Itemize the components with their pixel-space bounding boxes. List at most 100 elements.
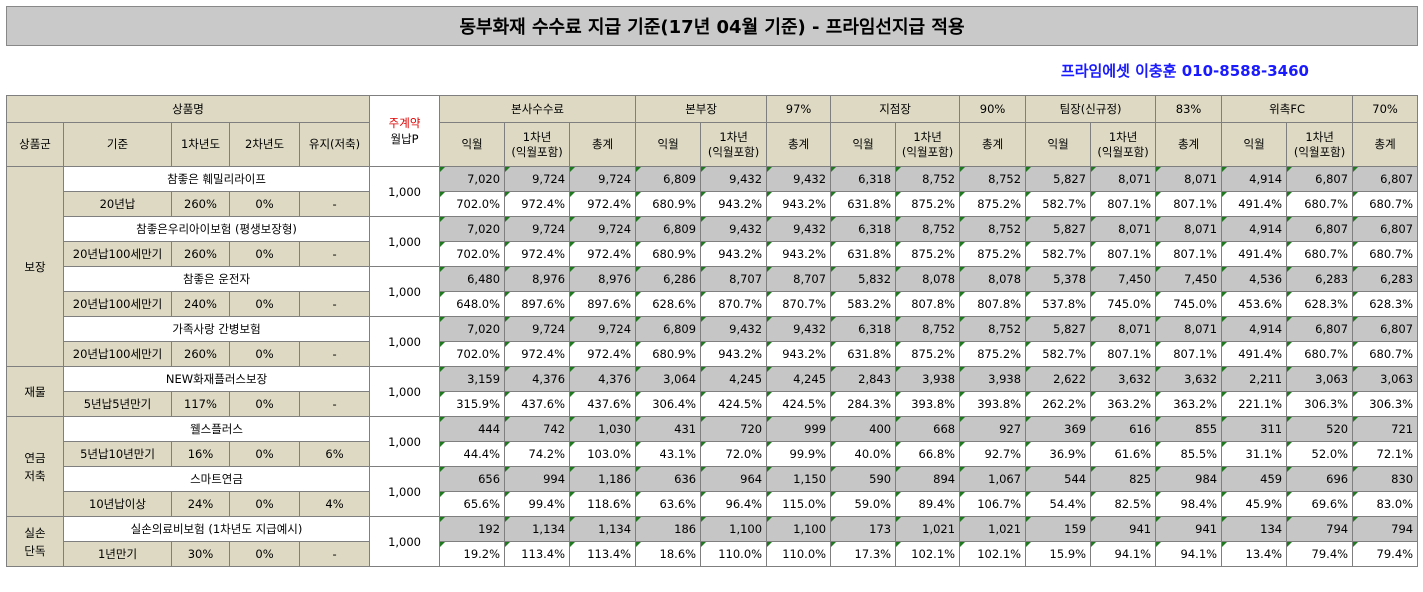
rate-cell: 393.8%	[895, 391, 961, 417]
product-name: 참좋은우리아이보험 (평생보장형)	[62, 216, 371, 242]
amount-cell: 6,283	[1352, 266, 1419, 292]
amount-cell: 964	[700, 466, 768, 492]
product-name: 실손의료비보험 (1차년도 지급예시)	[62, 516, 371, 542]
contact-info: 프라임에셋 이충훈 010-8588-3460	[1060, 62, 1309, 80]
rate-cell: 43.1%	[635, 441, 702, 467]
rate-cell: 82.5%	[1090, 491, 1157, 517]
rate-cell: 315.9%	[439, 391, 506, 417]
rate-cell: 59.0%	[830, 491, 897, 517]
rate-cell: 870.7%	[700, 291, 768, 317]
rate-cell: 972.4%	[569, 341, 637, 367]
amount-cell: 192	[439, 516, 506, 542]
rate-cell: 61.6%	[1090, 441, 1157, 467]
amount-cell: 941	[1155, 516, 1223, 542]
keep-rate: -	[298, 191, 371, 217]
amount-cell: 1,134	[504, 516, 571, 542]
amount-cell: 9,724	[569, 166, 637, 192]
amount-cell: 668	[895, 416, 961, 442]
amount-cell: 6,807	[1352, 216, 1419, 242]
rate-cell: 897.6%	[569, 291, 637, 317]
keep-rate: 6%	[298, 441, 371, 467]
keep-rate: -	[298, 391, 371, 417]
rate-cell: 99.4%	[504, 491, 571, 517]
table-row: 보장 참좋은 훼밀리라이프 1,000 7,020 9,724 9,724 6,809 9,4…	[6, 166, 1419, 367]
rate-cell: 582.7%	[1025, 191, 1092, 217]
monthly-premium: 1,000	[369, 466, 441, 517]
header-total: 총계	[1155, 122, 1223, 167]
main-contract-label: 주계약	[388, 116, 421, 130]
rate-cell: 631.8%	[830, 191, 897, 217]
amount-cell: 431	[635, 416, 702, 442]
keep-rate: -	[298, 291, 371, 317]
amount-cell: 9,432	[766, 166, 832, 192]
rate-cell: 110.0%	[766, 541, 832, 567]
amount-cell: 8,071	[1090, 216, 1157, 242]
rate-cell: 702.0%	[439, 241, 506, 267]
header-next-month: 익월	[635, 122, 702, 167]
rate-cell: 437.6%	[504, 391, 571, 417]
amount-cell: 6,809	[635, 216, 702, 242]
amount-cell: 721	[1352, 416, 1419, 442]
rate-cell: 453.6%	[1221, 291, 1288, 317]
rate-cell: 262.2%	[1025, 391, 1092, 417]
rate-cell: 583.2%	[830, 291, 897, 317]
amount-cell: 8,707	[700, 266, 768, 292]
rate-cell: 306.4%	[635, 391, 702, 417]
amount-cell: 8,078	[895, 266, 961, 292]
amount-cell: 5,827	[1025, 316, 1092, 342]
header-total: 총계	[766, 122, 832, 167]
rate-cell: 85.5%	[1155, 441, 1223, 467]
amount-cell: 544	[1025, 466, 1092, 492]
amount-cell: 7,020	[439, 216, 506, 242]
rate-cell: 807.1%	[1155, 191, 1223, 217]
header-sub: 2차년도	[229, 122, 300, 167]
amount-cell: 6,318	[830, 316, 897, 342]
basis-cell: 20년납100세만기	[63, 241, 172, 267]
rate-cell: 18.6%	[635, 541, 702, 567]
year1-rate: 260%	[171, 241, 230, 267]
amount-cell: 1,100	[766, 516, 832, 542]
amount-cell: 636	[635, 466, 702, 492]
basis-cell: 5년납10년만기	[63, 441, 172, 467]
amount-cell: 3,063	[1352, 366, 1419, 392]
rate-cell: 17.3%	[830, 541, 897, 567]
rate-cell: 875.2%	[895, 341, 961, 367]
amount-cell: 6,318	[830, 216, 897, 242]
rate-cell: 69.6%	[1286, 491, 1354, 517]
amount-cell: 9,432	[766, 216, 832, 242]
year1-rate: 24%	[171, 491, 230, 517]
rate-cell: 36.9%	[1025, 441, 1092, 467]
amount-cell: 8,752	[959, 316, 1027, 342]
monthly-premium: 1,000	[369, 216, 441, 267]
amount-cell: 3,938	[959, 366, 1027, 392]
amount-cell: 9,724	[504, 216, 571, 242]
amount-cell: 3,063	[1286, 366, 1354, 392]
basis-cell: 1년만기	[63, 541, 172, 567]
amount-cell: 8,752	[895, 316, 961, 342]
amount-cell: 1,134	[569, 516, 637, 542]
rate-cell: 74.2%	[504, 441, 571, 467]
amount-cell: 590	[830, 466, 897, 492]
rate-cell: 102.1%	[895, 541, 961, 567]
amount-cell: 369	[1025, 416, 1092, 442]
commission-table: 상품명 주계약 월납P 본사수수료 본부장 97% 지점장 90% 팀장(신규정) 83% 위촉FC…	[5, 95, 1419, 567]
rate-cell: 363.2%	[1090, 391, 1157, 417]
rate-cell: 113.4%	[504, 541, 571, 567]
rate-cell: 807.8%	[959, 291, 1027, 317]
rate-cell: 875.2%	[959, 241, 1027, 267]
year2-rate: 0%	[229, 491, 300, 517]
amount-cell: 6,286	[635, 266, 702, 292]
rate-cell: 972.4%	[504, 241, 571, 267]
rate-cell: 631.8%	[830, 241, 897, 267]
rate-cell: 424.5%	[700, 391, 768, 417]
amount-cell: 825	[1090, 466, 1157, 492]
rate-cell: 65.6%	[439, 491, 506, 517]
product-name: 스마트연금	[62, 466, 371, 492]
amount-cell: 173	[830, 516, 897, 542]
year2-rate: 0%	[229, 441, 300, 467]
amount-cell: 8,752	[895, 166, 961, 192]
rate-cell: 875.2%	[959, 191, 1027, 217]
rate-cell: 19.2%	[439, 541, 506, 567]
rate-cell: 807.1%	[1090, 341, 1157, 367]
keep-rate: -	[298, 241, 371, 267]
